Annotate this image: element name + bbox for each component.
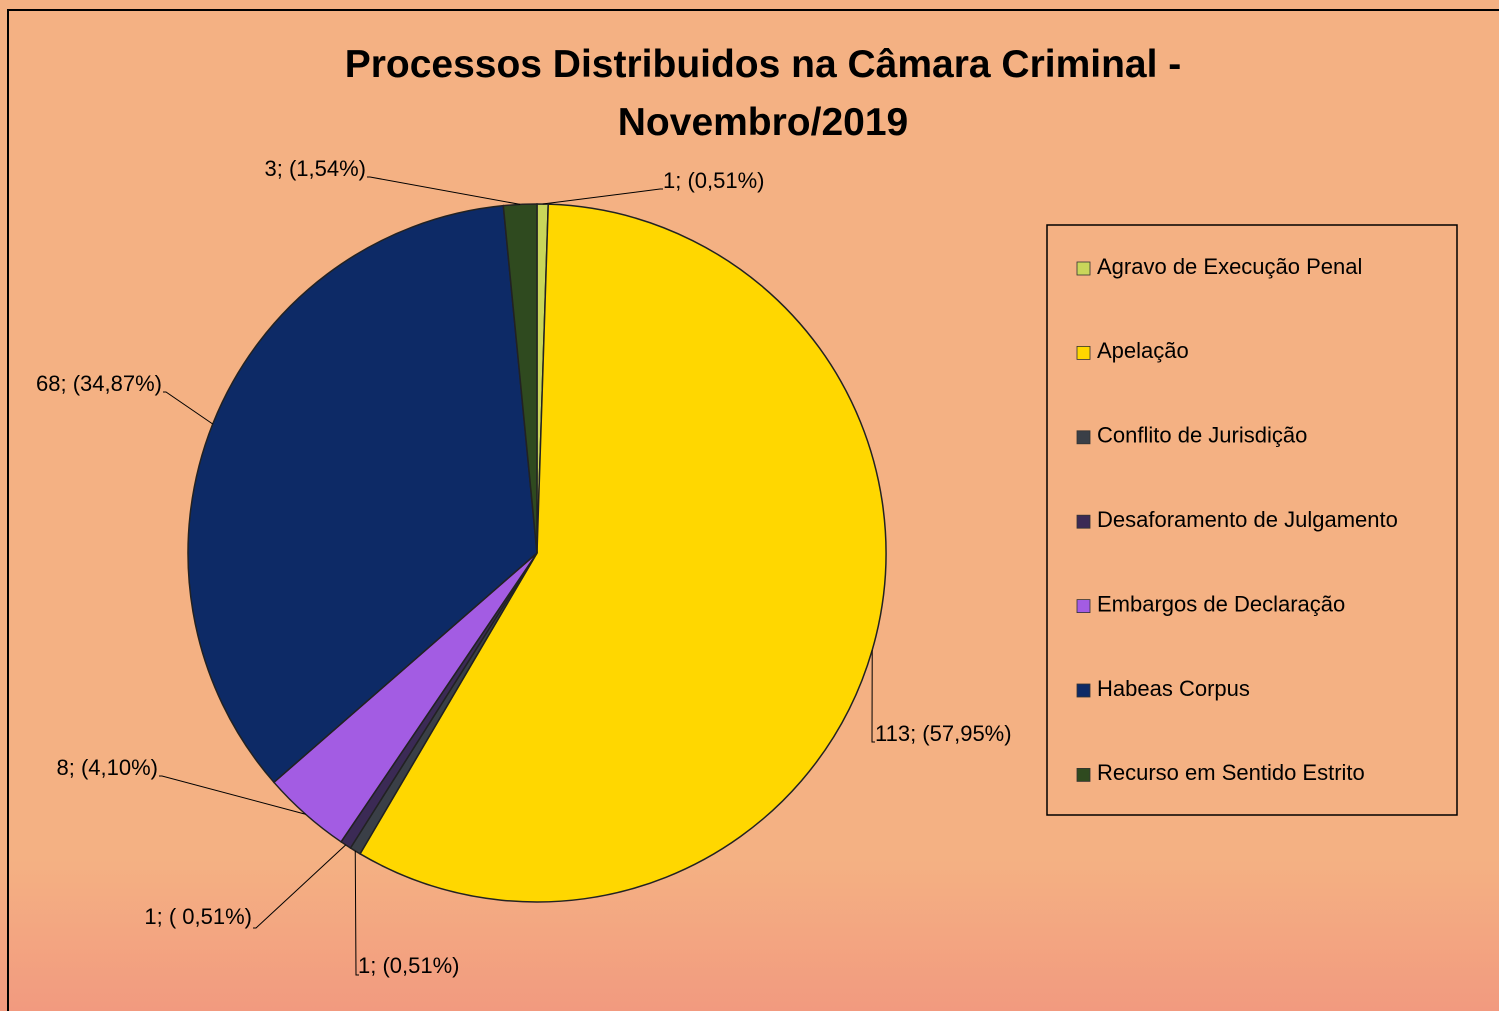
legend-swatch	[1076, 768, 1091, 782]
pie-slice	[359, 203, 887, 903]
data-label: 3; (1,54%)	[265, 156, 367, 181]
legend-box	[1046, 224, 1458, 816]
leader-line	[871, 650, 875, 743]
pie-slice	[502, 203, 538, 554]
leader-line	[163, 391, 213, 425]
leader-line	[159, 775, 306, 815]
legend-swatch	[1076, 683, 1091, 698]
legend-label: Apelação	[1097, 338, 1189, 363]
data-label: 113; (57,95%)	[875, 721, 1012, 746]
leader-line	[367, 176, 521, 205]
legend-label: Embargos de Declaração	[1097, 591, 1345, 616]
legend-label: Conflito de Jurisdição	[1097, 423, 1307, 448]
chart-title: Processos Distribuidos na Câmara Crimina…	[344, 43, 1182, 144]
leader-line	[253, 844, 347, 929]
data-label: 1; (0,51%)	[358, 953, 460, 978]
leader-line	[542, 188, 663, 205]
legend-swatch	[1076, 261, 1091, 276]
legend-swatch	[1076, 430, 1091, 445]
legend-label: Habeas Corpus	[1097, 676, 1250, 701]
legend-swatch	[1076, 514, 1091, 529]
data-label: 1; (0,51%)	[663, 168, 765, 193]
legend-swatch	[1076, 345, 1091, 360]
data-label: 68; (34,87%)	[36, 371, 162, 396]
legend-label: Recurso em Sentido Estrito	[1097, 760, 1365, 785]
legend-label: Agravo de Execução Penal	[1097, 254, 1362, 279]
data-label: 8; (4,10%)	[57, 755, 159, 780]
chart-border	[7, 9, 1499, 1011]
legend-label: Desaforamento de Julgamento	[1097, 507, 1398, 532]
legend-swatch	[1076, 599, 1091, 613]
data-label: 1; ( 0,51%)	[144, 904, 252, 929]
leader-line	[354, 850, 359, 976]
